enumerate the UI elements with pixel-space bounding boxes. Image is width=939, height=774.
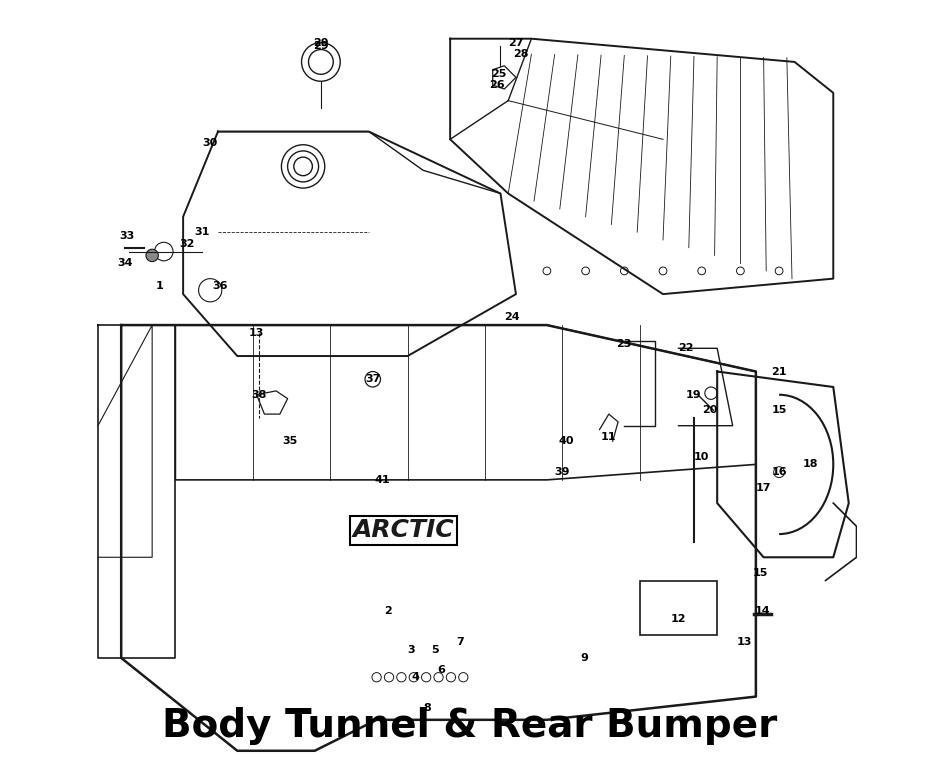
Text: 9: 9	[580, 653, 588, 663]
Text: Body Tunnel & Rear Bumper: Body Tunnel & Rear Bumper	[162, 707, 777, 745]
Text: 13: 13	[249, 328, 265, 337]
Text: 41: 41	[375, 475, 391, 485]
Text: 27: 27	[508, 38, 524, 47]
Text: 36: 36	[212, 282, 228, 291]
Text: 4: 4	[411, 673, 419, 682]
Text: 16: 16	[771, 467, 787, 477]
Text: 18: 18	[802, 460, 818, 469]
Text: 34: 34	[117, 259, 132, 268]
Text: 29: 29	[313, 42, 329, 51]
Text: ARCTIC: ARCTIC	[353, 518, 454, 543]
Text: 17: 17	[756, 483, 771, 492]
Text: 30: 30	[203, 139, 218, 148]
Text: 33: 33	[120, 231, 135, 241]
Text: 20: 20	[701, 406, 717, 415]
Text: 13: 13	[736, 638, 752, 647]
Text: 12: 12	[670, 615, 686, 624]
Text: 2: 2	[384, 607, 393, 616]
Text: 40: 40	[559, 437, 574, 446]
Text: 11: 11	[601, 433, 617, 442]
Text: 5: 5	[431, 646, 439, 655]
Text: 23: 23	[617, 340, 632, 349]
Text: 38: 38	[252, 390, 267, 399]
Text: 37: 37	[365, 375, 380, 384]
Text: 10: 10	[694, 452, 709, 461]
Text: 1: 1	[156, 282, 163, 291]
Text: 31: 31	[194, 228, 210, 237]
Text: 3: 3	[408, 646, 415, 655]
Circle shape	[146, 249, 159, 262]
Text: 24: 24	[504, 313, 520, 322]
Text: 15: 15	[753, 568, 768, 577]
Text: 26: 26	[489, 80, 504, 90]
Bar	[639, 580, 717, 635]
Text: 8: 8	[423, 704, 431, 713]
Text: 22: 22	[679, 344, 694, 353]
Text: 32: 32	[179, 239, 194, 248]
Text: 39: 39	[555, 467, 570, 477]
Text: 7: 7	[456, 638, 464, 647]
Text: 29: 29	[313, 38, 329, 47]
Text: 19: 19	[686, 390, 701, 399]
Text: 6: 6	[437, 665, 445, 674]
Text: 15: 15	[772, 406, 787, 415]
Text: 25: 25	[491, 69, 507, 78]
Text: 28: 28	[514, 50, 529, 59]
Text: 14: 14	[754, 607, 770, 616]
Text: 35: 35	[283, 437, 298, 446]
Text: 21: 21	[771, 367, 787, 376]
